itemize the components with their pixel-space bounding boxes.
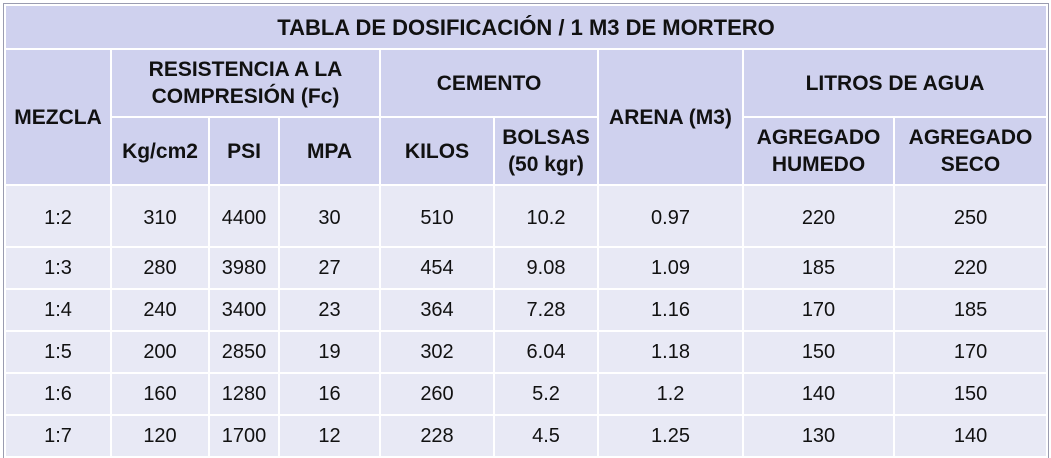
table-cell: 3980	[208, 246, 280, 290]
table-cell: 1.2	[597, 372, 744, 416]
table-cell: 1.18	[597, 330, 744, 374]
table-cell: 220	[742, 184, 895, 248]
table-cell: 250	[892, 184, 1049, 248]
table-row: 1:5 200 2850 19 302 6.04 1.18 150 170	[4, 330, 1049, 374]
table-cell: 170	[892, 330, 1049, 374]
table-cell: 302	[379, 330, 495, 374]
table-cell: 510	[379, 184, 495, 248]
header-cell: LITROS DE AGUA	[741, 48, 1049, 118]
table-cell: 1280	[208, 372, 280, 416]
table-cell: 200	[110, 330, 210, 374]
table-cell: 185	[742, 246, 895, 290]
header-cell: BOLSAS (50 kgr)	[493, 116, 599, 186]
dosage-table: TABLA DE DOSIFICACIÓN / 1 M3 DE MORTERO …	[2, 3, 1050, 458]
header-cell: ARENA (M3)	[597, 48, 744, 186]
table-cell: 1:5	[4, 330, 112, 374]
table-cell: 160	[110, 372, 210, 416]
table-cell: 5.2	[493, 372, 599, 416]
table-cell: 280	[110, 246, 210, 290]
table-cell: 1:7	[4, 414, 112, 458]
table-cell: 220	[892, 246, 1049, 290]
table-cell: 130	[742, 414, 895, 458]
table-cell: 150	[892, 372, 1049, 416]
table-cell: 140	[892, 414, 1049, 458]
header-cell: PSI	[208, 116, 280, 186]
table-cell: 6.04	[493, 330, 599, 374]
table-cell: 1:4	[4, 288, 112, 332]
table-cell: 1.16	[597, 288, 744, 332]
table-cell: 1:6	[4, 372, 112, 416]
table-cell: 3400	[208, 288, 280, 332]
table-cell: 140	[742, 372, 895, 416]
table-row: 1:2 310 4400 30 510 10.2 0.97 220 250	[4, 184, 1049, 248]
header-cell: MEZCLA	[4, 48, 112, 186]
table-body: 1:2 310 4400 30 510 10.2 0.97 220 250 1:3 280 3980 2…	[4, 184, 1049, 458]
table-cell: 240	[110, 288, 210, 332]
table-cell: 0.97	[597, 184, 744, 248]
table-cell: 4.5	[493, 414, 599, 458]
table-row: 1:6 160 1280 16 260 5.2 1.2 140 150	[4, 372, 1049, 416]
table-cell: 23	[278, 288, 381, 332]
table-cell: 12	[278, 414, 381, 458]
table-cell: 150	[742, 330, 895, 374]
table-cell: 454	[379, 246, 495, 290]
table-cell: 1:2	[4, 184, 112, 248]
header-cell: AGREGADO HUMEDO	[742, 116, 895, 186]
table-cell: 1:3	[4, 246, 112, 290]
table-cell: 185	[892, 288, 1049, 332]
table-cell: 170	[742, 288, 895, 332]
table-cell: 1.09	[597, 246, 744, 290]
header-cell: AGREGADO SECO	[892, 116, 1049, 186]
table-cell: 30	[278, 184, 381, 248]
table-cell: 16	[278, 372, 381, 416]
table-cell: 9.08	[493, 246, 599, 290]
table-cell: 27	[278, 246, 381, 290]
table-cell: 364	[379, 288, 495, 332]
header-cell: MPA	[278, 116, 381, 186]
header-cell: CEMENTO	[379, 48, 599, 118]
table-cell: 19	[278, 330, 381, 374]
table-cell: 4400	[208, 184, 280, 248]
table-cell: 2850	[208, 330, 280, 374]
table-cell: 1700	[208, 414, 280, 458]
table-cell: 1.25	[597, 414, 744, 458]
table-cell: 228	[379, 414, 495, 458]
header-cell: Kg/cm2	[110, 116, 210, 186]
table-row: 1:7 120 1700 12 228 4.5 1.25 130 140	[4, 414, 1049, 458]
table-cell: 10.2	[493, 184, 599, 248]
header-cell: KILOS	[379, 116, 495, 186]
table-cell: 120	[110, 414, 210, 458]
table-title: TABLA DE DOSIFICACIÓN / 1 M3 DE MORTERO	[3, 4, 1049, 50]
table-cell: 260	[379, 372, 495, 416]
header-cell: RESISTENCIA A LA COMPRESIÓN (Fc)	[110, 48, 381, 118]
table-cell: 310	[110, 184, 210, 248]
table-row: 1:4 240 3400 23 364 7.28 1.16 170 185	[4, 288, 1049, 332]
table-cell: 7.28	[493, 288, 599, 332]
table-row: 1:3 280 3980 27 454 9.08 1.09 185 220	[4, 246, 1049, 290]
